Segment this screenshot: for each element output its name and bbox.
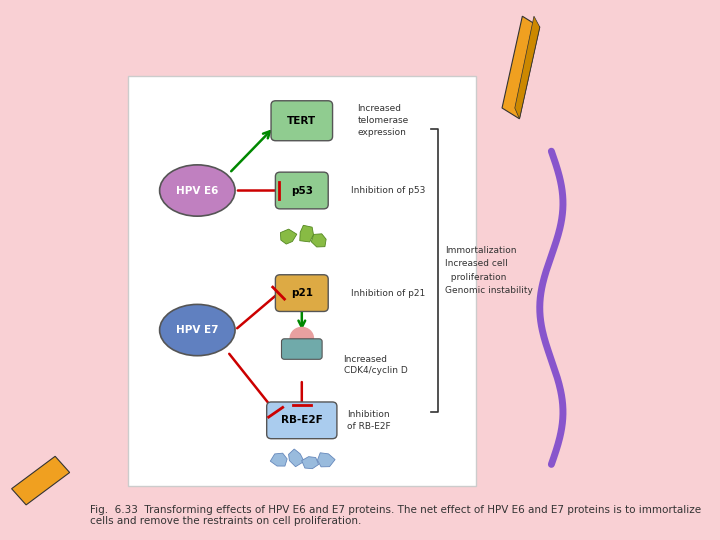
Text: TERT: TERT: [287, 116, 316, 126]
Polygon shape: [311, 234, 326, 247]
Polygon shape: [289, 449, 304, 467]
FancyBboxPatch shape: [275, 172, 328, 209]
Text: p53: p53: [291, 186, 312, 195]
Polygon shape: [502, 16, 540, 119]
Polygon shape: [280, 229, 297, 244]
FancyBboxPatch shape: [266, 402, 337, 438]
Text: Fig.  6.33  Transforming effects of HPV E6 and E7 proteins. The net effect of HP: Fig. 6.33 Transforming effects of HPV E6…: [90, 505, 701, 526]
FancyBboxPatch shape: [127, 76, 476, 486]
Polygon shape: [300, 225, 313, 242]
Polygon shape: [12, 456, 70, 505]
Text: Increased
telomerase
expression: Increased telomerase expression: [358, 104, 409, 137]
Polygon shape: [515, 16, 540, 119]
Text: Inhibition
of RB-E2F: Inhibition of RB-E2F: [347, 410, 391, 431]
FancyBboxPatch shape: [275, 275, 328, 312]
Text: HPV E7: HPV E7: [176, 325, 219, 335]
Polygon shape: [302, 457, 319, 469]
Text: Increased
CDK4/cyclin D: Increased CDK4/cyclin D: [343, 355, 408, 375]
FancyBboxPatch shape: [271, 101, 333, 141]
Ellipse shape: [160, 165, 235, 216]
Text: RB-E2F: RB-E2F: [281, 415, 323, 426]
Text: Inhibition of p21: Inhibition of p21: [351, 288, 425, 298]
Text: Immortalization
Increased cell
  proliferation
Genomic instability: Immortalization Increased cell prolifera…: [445, 246, 533, 295]
FancyBboxPatch shape: [282, 339, 322, 359]
Text: p21: p21: [291, 288, 312, 298]
Ellipse shape: [160, 305, 235, 356]
Polygon shape: [270, 453, 287, 466]
Circle shape: [290, 327, 313, 349]
Polygon shape: [318, 453, 335, 467]
Text: HPV E6: HPV E6: [176, 186, 218, 195]
Text: Inhibition of p53: Inhibition of p53: [351, 186, 425, 195]
